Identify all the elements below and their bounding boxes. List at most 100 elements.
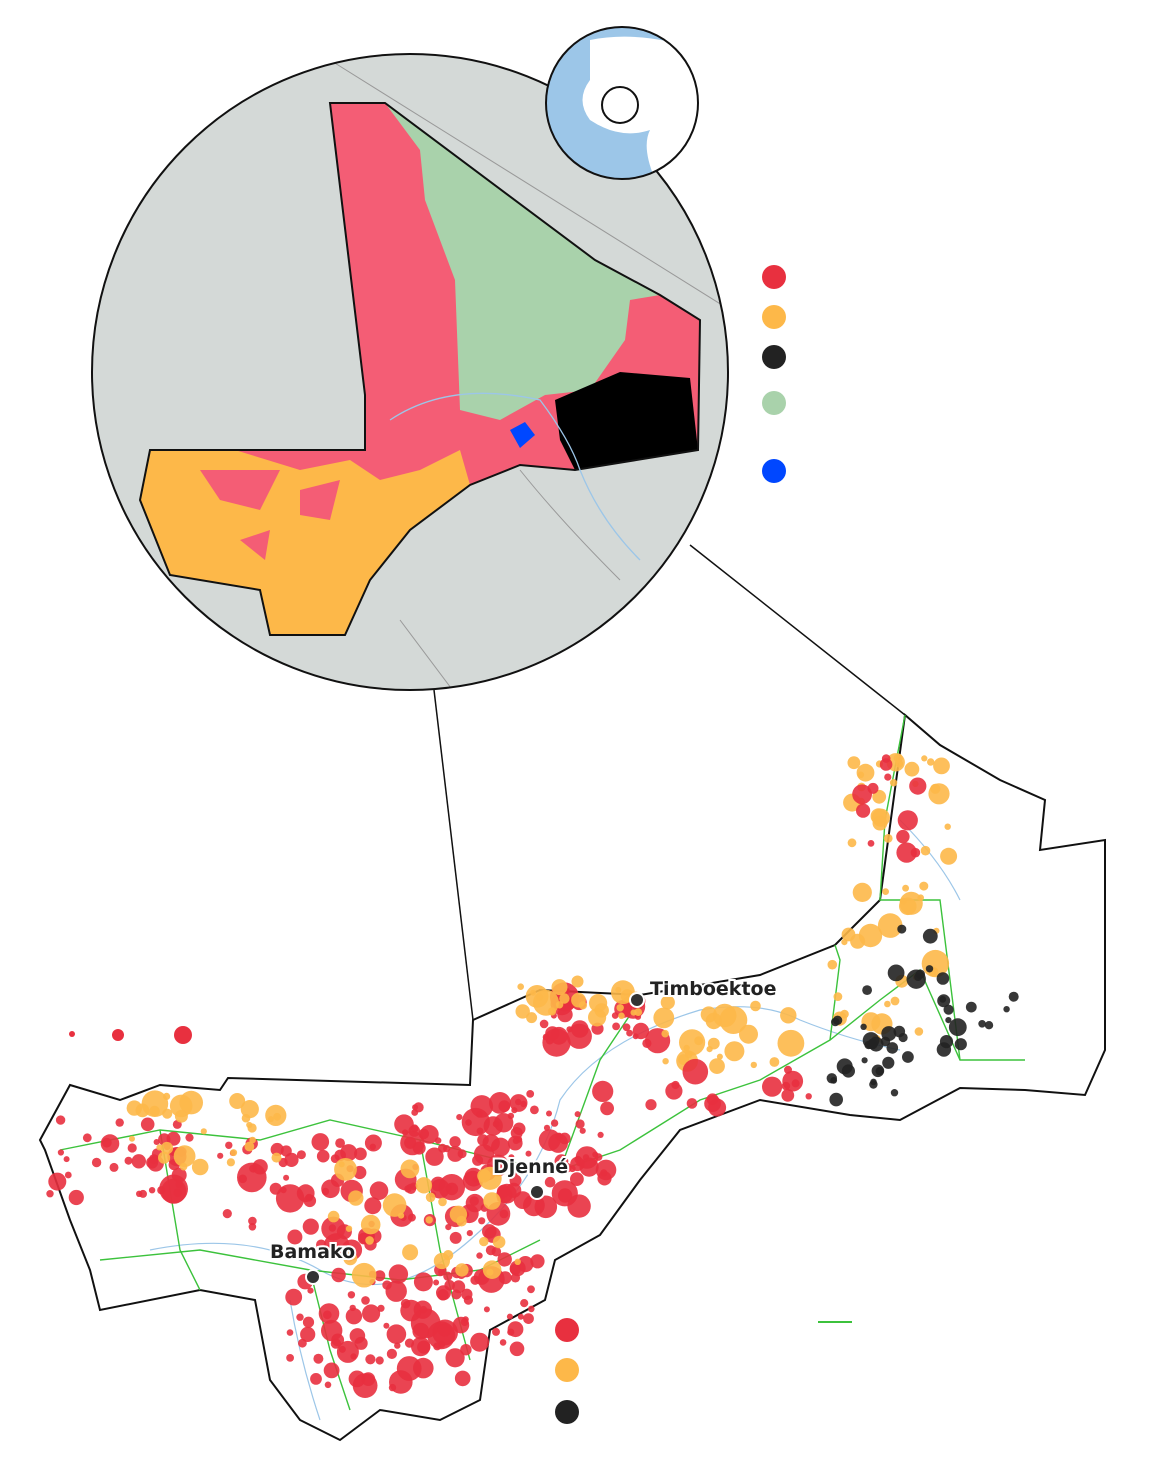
incident-dot: [724, 1041, 745, 1062]
incident-dot: [750, 1000, 761, 1012]
incident-dot: [544, 1176, 556, 1188]
incident-dot: [940, 847, 958, 865]
incident-dot: [348, 1370, 366, 1388]
incident-dot: [91, 1157, 102, 1168]
incident-dot: [527, 1285, 535, 1294]
incident-dot: [191, 1158, 209, 1176]
incident-dot: [478, 1166, 502, 1190]
incident-dot: [452, 1316, 470, 1334]
incident-dot: [626, 1029, 633, 1037]
incident-dot: [948, 1018, 967, 1037]
incident-dot: [240, 1100, 259, 1119]
incident-dot: [945, 1017, 952, 1024]
incident-dot: [248, 1223, 257, 1231]
incident-dot: [897, 810, 918, 831]
incident-dot: [856, 763, 875, 782]
incident-dot: [475, 1110, 483, 1118]
incident-dot: [551, 979, 568, 996]
incident-dot: [579, 1127, 586, 1134]
incident-dot: [419, 1125, 439, 1144]
incident-dot: [455, 1263, 469, 1277]
connector: [433, 689, 474, 1021]
incident-dot: [827, 959, 838, 970]
incident-dot: [510, 1273, 521, 1283]
incident-dot: [567, 1194, 591, 1218]
incident-dot: [868, 1036, 884, 1052]
incident-dot: [489, 1092, 511, 1114]
incident-dot: [499, 1209, 509, 1219]
incident-dot: [890, 1089, 899, 1097]
incident-dot: [476, 1252, 483, 1259]
incident-dots: [46, 753, 1019, 1398]
incident-dot: [230, 1149, 238, 1157]
incident-dot: [351, 1262, 377, 1288]
incident-dot: [671, 1080, 680, 1090]
incident-dot: [856, 803, 871, 818]
incident-dot: [437, 1289, 449, 1301]
incident-dot: [686, 1098, 698, 1109]
incident-dot: [867, 782, 879, 794]
incident-dot: [313, 1250, 321, 1257]
incident-dot: [252, 1159, 268, 1175]
incident-dot: [526, 1090, 535, 1098]
incident-dot: [597, 1171, 612, 1186]
incident-dot: [360, 1214, 381, 1235]
incident-dot: [362, 1304, 381, 1323]
incident-dot: [156, 1144, 163, 1151]
incident-dot: [302, 1316, 315, 1328]
incident-dot: [508, 1154, 515, 1161]
incident-dot: [925, 965, 934, 973]
incident-dot: [965, 1001, 977, 1013]
incident-dot: [861, 1057, 868, 1064]
incident-dot: [354, 1147, 367, 1161]
incident-dot: [345, 1308, 363, 1325]
incident-dot: [229, 1093, 246, 1109]
incident-dot: [449, 1205, 468, 1224]
incident-dot: [523, 1313, 534, 1324]
incident-dot: [300, 1326, 316, 1342]
incident-dot: [425, 1216, 433, 1224]
incident-dot: [872, 815, 888, 831]
incident-dot: [600, 1101, 614, 1116]
incident-dot: [517, 1313, 524, 1320]
incident-dot: [478, 1217, 486, 1225]
incident-dot: [532, 1164, 543, 1175]
incident-dot: [461, 1288, 473, 1301]
city-bamako: Bamako: [268, 1239, 357, 1285]
incident-dot: [364, 1134, 382, 1152]
incident-dot: [530, 1105, 539, 1115]
incident-dot: [506, 1313, 513, 1320]
incident-dot: [394, 1342, 401, 1349]
incident-dot: [124, 1156, 133, 1165]
incident-dot: [327, 1210, 340, 1223]
incident-dot: [555, 1132, 563, 1141]
incident-dot: [385, 1280, 407, 1302]
incident-dot: [451, 1289, 462, 1300]
incident-dot: [364, 1197, 382, 1215]
incident-dot: [331, 1267, 346, 1283]
incident-dot: [841, 1064, 856, 1078]
incident-dot: [324, 1381, 332, 1389]
incident-dot: [296, 1313, 304, 1321]
incident-dot: [507, 1321, 524, 1338]
incident-dot: [661, 1029, 669, 1038]
incident-dot: [483, 1192, 501, 1210]
incident-dot: [780, 1007, 797, 1024]
incident-dot: [226, 1158, 235, 1167]
incident-dot: [438, 1174, 465, 1201]
incident-dot: [225, 1141, 233, 1150]
locator-globe: [545, 26, 699, 180]
incident-dot: [445, 1184, 452, 1192]
inset-legend: [762, 265, 786, 483]
incident-dot: [507, 1112, 515, 1120]
incident-dot: [345, 1225, 353, 1232]
incident-dot: [750, 1061, 757, 1069]
incident-dot: [833, 992, 843, 1001]
incident-dot: [927, 758, 935, 766]
incident-dot: [879, 758, 893, 771]
incident-dot: [739, 1024, 758, 1044]
incident-dot: [310, 1373, 322, 1385]
incident-dot: [68, 1189, 84, 1206]
incident-dot: [425, 1192, 436, 1203]
